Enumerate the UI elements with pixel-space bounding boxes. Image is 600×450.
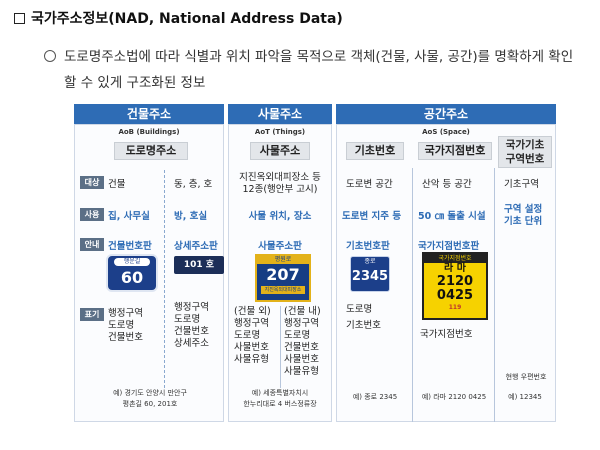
base-plate-road: 종로 (364, 258, 376, 265)
row-tag-use: 사용 (80, 208, 104, 221)
object-address-plate: 평원로 207 지진옥외대피장소 (255, 254, 311, 302)
space-guide-a: 기초번호판 (346, 241, 390, 252)
space-example-b: 예) 라마 2120 0425 (421, 393, 487, 401)
space-target-a: 도로변 공간 (346, 179, 393, 190)
building-target-a: 건물 (108, 179, 126, 190)
page-heading: 국가주소정보(NAD, National Address Data) (14, 8, 343, 28)
row-tag-target: 대상 (80, 176, 104, 189)
subtitle-text: 도로명주소법에 따라 식별과 위치 파악을 목적으로 객체(건물, 사물, 공간… (64, 49, 574, 91)
address-diagram: 건물주소 사물주소 공간주소 AoB (Buildings) AoT (Thin… (74, 104, 556, 422)
header-building-address: 건물주소 (74, 104, 224, 124)
object-use: 사물 위치, 장소 (248, 211, 312, 222)
space-example-c: 예) 12345 (508, 393, 542, 401)
space-example-a: 예) 종로 2345 (352, 393, 398, 401)
object-plate-number: 207 (266, 265, 300, 284)
checkbox-square-icon (14, 13, 25, 24)
building-guide-a: 건물번호판 (108, 241, 152, 252)
detail-address-plate: 101 호 (174, 256, 224, 274)
divider-space-2 (494, 168, 495, 422)
national-point-plate: 국가지점번호 라 마 2120 0425 119 (422, 252, 488, 320)
sub-aos: AoS (Space) (422, 128, 470, 136)
header-space-address: 공간주소 (336, 104, 556, 124)
space-use-a: 도로변 지주 등 (342, 211, 402, 222)
point-plate-title: 국가지점번호 (424, 254, 486, 263)
point-plate-x: 2120 (436, 274, 474, 289)
object-mark-b: (건물 내) 행정구역 도로명 건물번호 사물번호 사물유형 (284, 306, 321, 377)
sub-aob: AoB (Buildings) (118, 128, 180, 136)
object-target: 지진옥외대피장소 등 12종(행안부 고시) (239, 172, 321, 195)
space-use-b: 50 ㎝ 돌출 시설 (418, 211, 486, 222)
space-target-c: 기초구역 (504, 179, 539, 190)
point-plate-y: 0425 (436, 288, 474, 303)
building-target-b: 동, 층, 호 (174, 179, 213, 190)
space-guide-b: 국가지점번호판 (418, 241, 480, 252)
point-plate-grid: 라 마 (444, 263, 466, 274)
object-plate-road: 평원로 (257, 256, 309, 264)
base-number-plate: 종로 2345 (350, 256, 390, 292)
divider-building (164, 170, 165, 388)
space-mark-b: 국가지점번호 (420, 329, 473, 340)
pill-object-address: 사물주소 (250, 142, 310, 160)
bullet-circle-icon (44, 50, 56, 62)
building-guide-b: 상세주소판 (174, 241, 218, 252)
building-use-a: 집, 사무실 (108, 211, 150, 222)
building-number-plate: 행운길 60 (106, 254, 158, 292)
space-target-b: 산악 등 공간 (422, 179, 472, 190)
pill-national-point-number: 국가지점번호 (418, 142, 492, 160)
heading-text: 국가주소정보(NAD, National Address Data) (31, 11, 343, 27)
sub-aot: AoT (Things) (254, 128, 306, 136)
point-plate-emergency: 119 (448, 304, 462, 311)
building-use-b: 방, 호실 (174, 211, 208, 222)
space-mark-a: 도로명 기초번호 (346, 304, 381, 331)
row-tag-guide: 안내 (80, 238, 104, 251)
plate-road-name: 행운길 (114, 258, 150, 266)
divider-space-1 (412, 168, 413, 422)
object-guide: 사물주소판 (258, 241, 302, 252)
object-plate-type: 지진옥외대피장소 (261, 286, 305, 294)
plate-building-number: 60 (120, 268, 144, 287)
pill-base-number: 기초번호 (346, 142, 404, 160)
building-mark-a: 행정구역 도로명 건물번호 (108, 308, 143, 343)
subtitle: 도로명주소법에 따라 식별과 위치 파악을 목적으로 객체(건물, 사물, 공간… (44, 44, 584, 96)
header-object-address: 사물주소 (228, 104, 332, 124)
row-tag-mark: 표기 (80, 308, 104, 321)
pill-national-base-zone: 국가기초 구역번호 (498, 136, 552, 168)
object-mark-a: (건물 외) 행정구역 도로명 사물번호 사물유형 (234, 306, 271, 365)
building-example: 예) 경기도 안양시 만안구 평촌길 60, 201호 (113, 389, 187, 408)
space-use-c: 구역 설정 기초 단위 (504, 204, 543, 227)
base-plate-number: 2345 (351, 269, 389, 284)
pill-road-name-address: 도로명주소 (114, 142, 188, 160)
object-example: 예) 세종특별자치시 한누리대로 4 버스정류장 (243, 389, 317, 408)
space-mark-c: 현행 우편번호 (505, 373, 547, 381)
building-mark-b: 행정구역 도로명 건물번호 상세주소 (174, 302, 209, 349)
divider-object (280, 306, 281, 388)
